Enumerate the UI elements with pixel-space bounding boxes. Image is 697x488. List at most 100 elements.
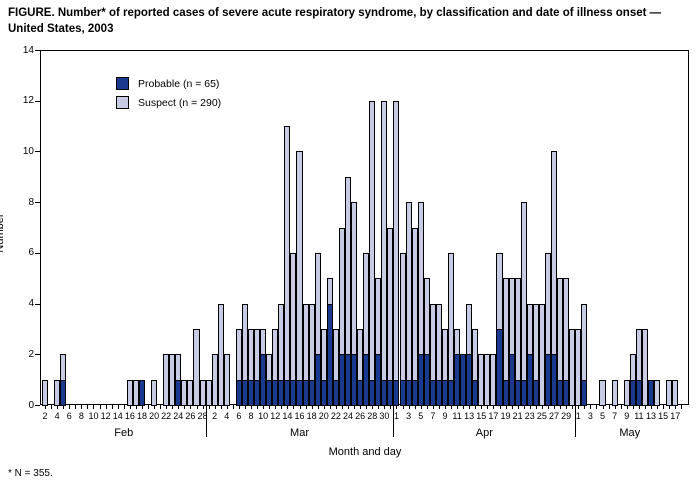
- bar-segment-suspect: [217, 303, 224, 406]
- x-tick: [651, 405, 652, 409]
- bar-segment-suspect: [369, 100, 376, 381]
- x-tick: [105, 405, 107, 409]
- x-tick: [620, 405, 622, 409]
- x-tick: [244, 405, 246, 409]
- legend-item-suspect: Suspect (n = 290): [116, 96, 221, 109]
- bar-segment-suspect: [290, 252, 297, 381]
- bar-segment-suspect: [623, 379, 630, 406]
- x-axis-title: Month and day: [328, 446, 402, 458]
- bar-segment-suspect: [357, 328, 364, 381]
- bar-segment-suspect: [544, 252, 551, 356]
- bar-segment-suspect: [666, 379, 673, 406]
- x-tick: [451, 405, 453, 409]
- bar-segment-suspect: [248, 328, 255, 381]
- x-tick-label: 4: [54, 411, 60, 421]
- x-tick: [196, 405, 198, 409]
- x-tick-label: 13: [645, 411, 657, 421]
- bar-segment-suspect: [284, 126, 291, 381]
- y-tick: [35, 100, 40, 102]
- bar-segment-suspect: [575, 328, 582, 406]
- x-tick-label: 26: [355, 411, 366, 421]
- y-tick: [35, 151, 40, 153]
- bar-segment-suspect: [320, 328, 327, 381]
- x-tick: [608, 405, 610, 409]
- bar-segment-suspect: [314, 252, 321, 356]
- x-tick: [396, 405, 398, 409]
- bar-segment-suspect: [532, 303, 539, 381]
- month-label: May: [619, 427, 641, 439]
- bar-segment-suspect: [205, 379, 212, 406]
- bar-segment-suspect: [41, 379, 49, 406]
- x-tick-label: 26: [185, 411, 196, 421]
- x-tick: [160, 405, 162, 409]
- x-tick: [148, 405, 150, 409]
- x-tick-label: 18: [306, 411, 317, 421]
- bar-segment-suspect: [563, 278, 570, 381]
- bar-segment-suspect: [296, 151, 303, 381]
- bar-segment-suspect: [338, 227, 345, 356]
- x-tick-label: 14: [282, 411, 293, 421]
- x-tick: [590, 405, 592, 409]
- bar-segment-suspect: [254, 328, 261, 381]
- bar-segment-suspect: [211, 354, 218, 406]
- x-tick: [75, 405, 77, 409]
- bar-segment-suspect: [132, 379, 139, 406]
- y-tick-label: 6: [28, 247, 34, 259]
- x-tick-label: 16: [124, 411, 135, 421]
- bar-segment-probable: [138, 379, 145, 406]
- x-tick: [69, 405, 71, 409]
- x-tick: [51, 405, 53, 409]
- x-tick: [584, 405, 586, 409]
- x-tick: [626, 405, 628, 409]
- bar-segment-probable: [647, 379, 655, 406]
- bar-segment-suspect: [54, 379, 61, 406]
- x-tick: [81, 405, 83, 409]
- bar-segment-suspect: [351, 202, 358, 356]
- x-tick: [475, 405, 477, 409]
- x-tick: [402, 405, 404, 409]
- x-tick: [554, 405, 556, 409]
- x-tick: [154, 405, 156, 409]
- x-tick-label: 24: [173, 411, 184, 421]
- x-tick: [123, 405, 125, 409]
- x-tick: [269, 405, 271, 409]
- x-tick-label: 16: [294, 411, 305, 421]
- bar-segment-suspect: [151, 379, 158, 406]
- x-tick-label: 6: [236, 411, 242, 421]
- x-tick-label: 21: [512, 411, 523, 421]
- x-tick: [172, 405, 174, 409]
- x-tick-label: 12: [100, 411, 111, 421]
- x-tick: [293, 405, 295, 409]
- bar-segment-suspect: [266, 354, 273, 381]
- x-tick: [93, 405, 95, 409]
- bar-segment-suspect: [526, 303, 533, 356]
- x-tick: [463, 405, 465, 409]
- x-tick-label: 9: [442, 411, 448, 421]
- bar-segment-suspect: [169, 354, 176, 406]
- x-tick-label: 29: [561, 411, 572, 421]
- x-tick: [644, 405, 646, 409]
- bar-segment-suspect: [163, 354, 170, 406]
- x-tick-label: 4: [224, 411, 230, 421]
- bar-segment-suspect: [393, 100, 400, 381]
- x-tick: [117, 405, 119, 409]
- x-tick: [469, 405, 471, 409]
- bar-segment-suspect: [454, 328, 461, 356]
- bar-segment-suspect: [241, 303, 248, 381]
- bar-segment-suspect: [302, 303, 309, 381]
- bar-segment-suspect: [235, 328, 242, 381]
- bar-segment-suspect: [187, 379, 194, 406]
- x-tick: [208, 405, 210, 409]
- suspect-swatch-icon: [116, 96, 129, 109]
- legend-label-suspect: Suspect (n = 290): [138, 96, 222, 109]
- x-tick: [311, 405, 313, 409]
- y-axis-title: Number: [0, 213, 6, 253]
- x-tick: [669, 405, 671, 409]
- x-tick: [329, 405, 331, 409]
- bar-segment-suspect: [484, 354, 491, 406]
- x-tick: [632, 405, 634, 409]
- bar-segment-suspect: [223, 354, 230, 406]
- x-tick: [602, 405, 604, 409]
- bar-segment-suspect: [581, 303, 588, 381]
